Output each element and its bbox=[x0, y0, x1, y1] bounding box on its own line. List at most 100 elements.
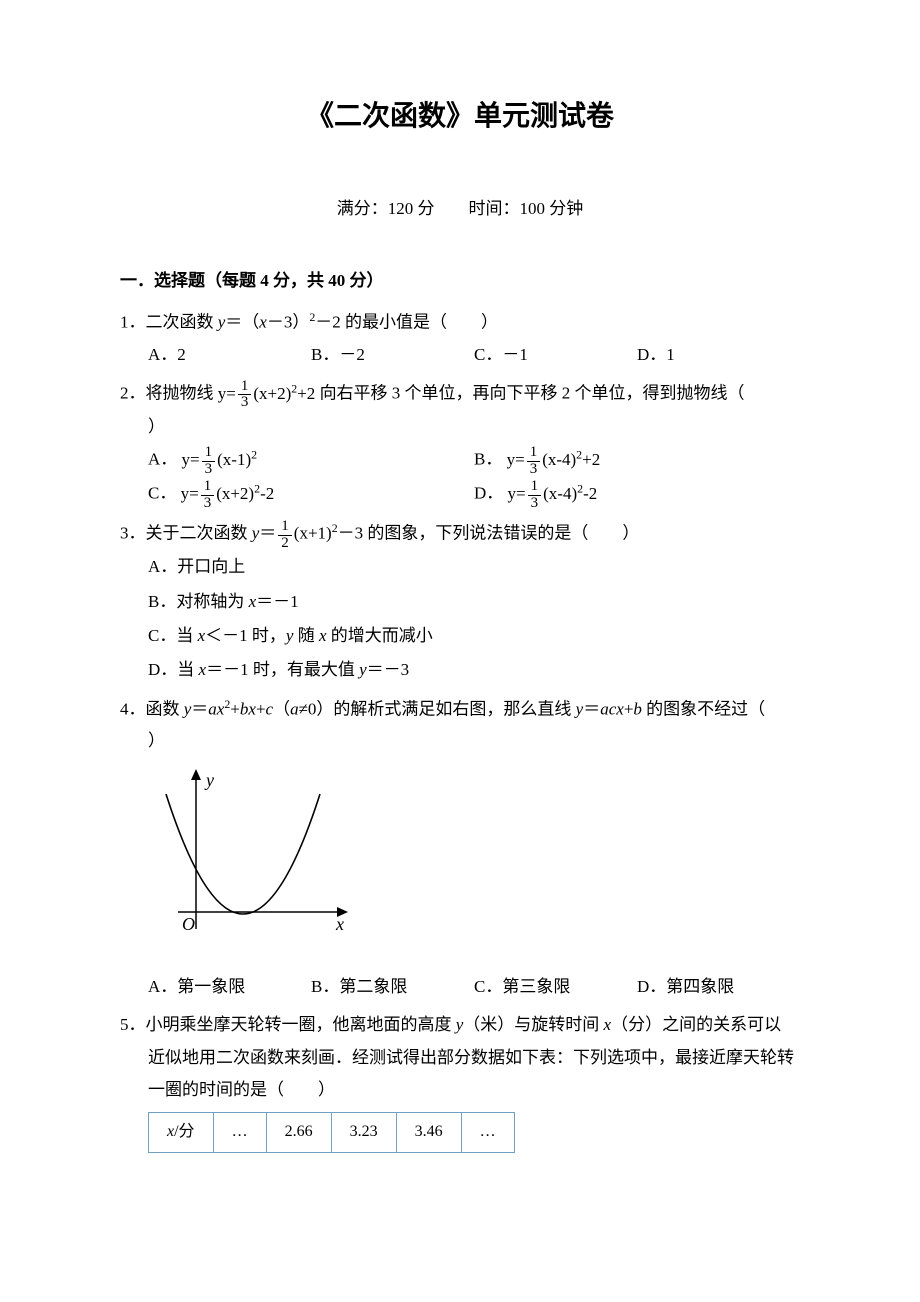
denominator: 2 bbox=[278, 536, 292, 552]
text: （米）与旋转时间 bbox=[463, 1015, 603, 1034]
option-b: B． y=13(x-4)2+2 bbox=[474, 443, 800, 477]
label: C． bbox=[148, 484, 176, 503]
text: ＜－1 时， bbox=[205, 626, 286, 645]
x-axis-label: x bbox=[335, 914, 344, 934]
text: ≠0）的解析式满足如右图，那么直线 bbox=[299, 699, 576, 718]
denominator: 3 bbox=[527, 462, 541, 478]
expr: y=13(x-4)2+2 bbox=[507, 450, 601, 469]
option-a: A．2 bbox=[148, 339, 311, 371]
option-d: D．第四象限 bbox=[637, 971, 800, 1003]
text: (x+2) bbox=[253, 384, 291, 403]
text: + bbox=[230, 699, 240, 718]
table-cell: 3.46 bbox=[396, 1113, 461, 1152]
table-cell: … bbox=[461, 1113, 514, 1152]
text: 的增大而减小 bbox=[326, 626, 432, 645]
fraction: 13 bbox=[238, 379, 252, 412]
q3-stem: 3．关于二次函数 y＝12(x+1)2－3 的图象，下列说法错误的是（ ） bbox=[120, 517, 800, 551]
expr: y=13(x-4)2-2 bbox=[508, 484, 598, 503]
text: (x+2) bbox=[216, 484, 254, 503]
text: C．当 bbox=[148, 626, 198, 645]
text: ＝－3 bbox=[367, 660, 410, 679]
var-ax2: ax bbox=[208, 699, 224, 718]
text: ＝－1 bbox=[256, 592, 299, 611]
option-b: B．第二象限 bbox=[311, 971, 474, 1003]
text: 5．小明乘坐摩天轮转一圈，他离地面的高度 bbox=[120, 1015, 456, 1034]
denominator: 3 bbox=[202, 462, 216, 478]
q4-stem-close: ） bbox=[120, 725, 800, 757]
text: -2 bbox=[583, 484, 597, 503]
text: /分 bbox=[174, 1123, 194, 1140]
y-axis-label: y bbox=[204, 770, 214, 790]
q5-stem-line1: 5．小明乘坐摩天轮转一圈，他离地面的高度 y（米）与旋转时间 x（分）之间的关系… bbox=[120, 1009, 800, 1041]
question-2: 2．将抛物线 y=13(x+2)2+2 向右平移 3 个单位，再向下平移 2 个… bbox=[120, 377, 800, 511]
page-title: 《二次函数》单元测试卷 bbox=[120, 90, 800, 143]
q4-figure: y x O bbox=[148, 764, 800, 965]
text: 2．将抛物线 bbox=[120, 384, 214, 403]
label: B． bbox=[474, 450, 502, 469]
text: ＝ bbox=[259, 524, 276, 543]
text: (x+1) bbox=[294, 524, 332, 543]
option-a: A． y=13(x-1)2 bbox=[148, 443, 474, 477]
var-b: b bbox=[633, 699, 642, 718]
exam-page: 《二次函数》单元测试卷 满分：120 分 时间：100 分钟 一．选择题（每题 … bbox=[0, 0, 920, 1302]
fraction: 13 bbox=[528, 479, 542, 512]
numerator: 1 bbox=[528, 479, 542, 496]
var-bx: bx bbox=[240, 699, 256, 718]
text: + bbox=[624, 699, 634, 718]
q2-stem-close: ） bbox=[120, 411, 800, 443]
fraction: 12 bbox=[278, 519, 292, 552]
q2-stem: 2．将抛物线 y=13(x+2)2+2 向右平移 3 个单位，再向下平移 2 个… bbox=[120, 377, 800, 411]
label: D． bbox=[474, 484, 503, 503]
q3-options: A．开口向上 B．对称轴为 x＝－1 C．当 x＜－1 时，y 随 x 的增大而… bbox=[120, 551, 800, 686]
text: y= bbox=[218, 384, 236, 403]
text: (x-4) bbox=[542, 450, 576, 469]
text: D．当 bbox=[148, 660, 199, 679]
option-b: B．对称轴为 x＝－1 bbox=[148, 586, 800, 618]
numerator: 1 bbox=[202, 445, 216, 462]
parabola-curve bbox=[166, 794, 320, 914]
text: y= bbox=[507, 450, 525, 469]
var-x: x bbox=[198, 626, 206, 645]
text: (x-4) bbox=[543, 484, 577, 503]
text: ＝ bbox=[191, 699, 208, 718]
question-5: 5．小明乘坐摩天轮转一圈，他离地面的高度 y（米）与旋转时间 x（分）之间的关系… bbox=[120, 1009, 800, 1152]
q2-expr: y=13(x+2)2+2 bbox=[218, 384, 320, 403]
option-a: A．开口向上 bbox=[148, 551, 800, 583]
table-cell: 3.23 bbox=[331, 1113, 396, 1152]
q2-options-row1: A． y=13(x-1)2 B． y=13(x-4)2+2 bbox=[120, 443, 800, 477]
text: B．对称轴为 bbox=[148, 592, 249, 611]
text: 3．关于二次函数 bbox=[120, 524, 252, 543]
exp-2: 2 bbox=[251, 447, 257, 461]
table-cell: 2.66 bbox=[266, 1113, 331, 1152]
q5-stem-line2: 近似地用二次函数来刻画．经测试得出部分数据如下表：下列选项中，最接近摩天轮转 bbox=[120, 1042, 800, 1074]
q5-data-table: x/分 … 2.66 3.23 3.46 … bbox=[148, 1112, 515, 1152]
numerator: 1 bbox=[201, 479, 215, 496]
fraction: 13 bbox=[202, 445, 216, 478]
section-heading: 一．选择题（每题 4 分，共 40 分） bbox=[120, 265, 800, 297]
option-d: D． y=13(x-4)2-2 bbox=[474, 477, 800, 511]
text: +2 bbox=[297, 384, 315, 403]
denominator: 3 bbox=[201, 496, 215, 512]
q4-stem: 4．函数 y＝ax2+bx+c（a≠0）的解析式满足如右图，那么直线 y＝acx… bbox=[120, 693, 800, 726]
text: ＝（ bbox=[225, 312, 259, 331]
y-arrow bbox=[191, 769, 201, 780]
numerator: 1 bbox=[527, 445, 541, 462]
option-c: C． y=13(x+2)2-2 bbox=[148, 477, 474, 511]
question-3: 3．关于二次函数 y＝12(x+1)2－3 的图象，下列说法错误的是（ ） A．… bbox=[120, 517, 800, 686]
expr: y=13(x-1)2 bbox=[182, 450, 258, 469]
text: ＝－1 时，有最大值 bbox=[206, 660, 359, 679]
numerator: 1 bbox=[278, 519, 292, 536]
var-x: x bbox=[259, 312, 267, 331]
text: －3） bbox=[267, 312, 310, 331]
q1-options: A．2 B．－2 C．－1 D．1 bbox=[120, 339, 800, 371]
var-x: x bbox=[199, 660, 207, 679]
text: y= bbox=[182, 450, 200, 469]
text: 4．函数 bbox=[120, 699, 184, 718]
text: + bbox=[256, 699, 266, 718]
q1-stem: 1．二次函数 y＝（x－3）2－2 的最小值是（ ） bbox=[120, 306, 800, 339]
var-a: a bbox=[290, 699, 299, 718]
text: ＝ bbox=[583, 699, 600, 718]
text: (x-1) bbox=[217, 450, 251, 469]
page-subtitle: 满分：120 分 时间：100 分钟 bbox=[120, 193, 800, 225]
text: +2 bbox=[582, 450, 600, 469]
